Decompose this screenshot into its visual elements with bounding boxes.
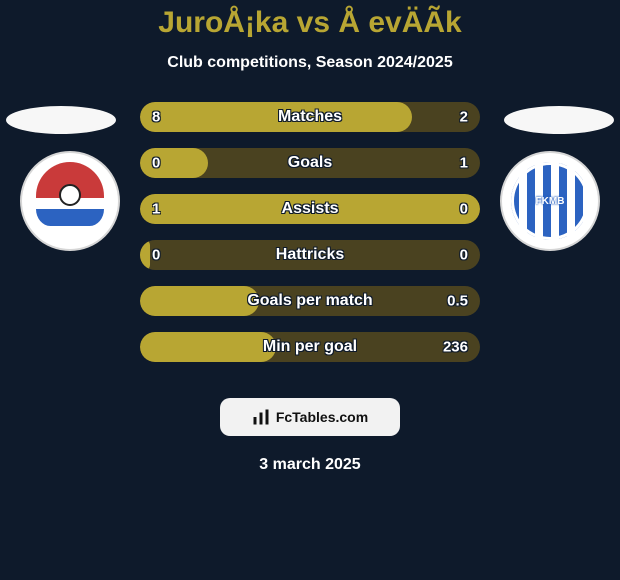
- stat-value-right: 236: [443, 339, 468, 356]
- stat-value-right: 0: [460, 201, 468, 218]
- stat-label: Goals per match: [247, 292, 372, 310]
- stat-fill: [140, 240, 150, 270]
- chart-icon: [252, 408, 270, 426]
- stat-row: 0 Goals 1: [140, 148, 480, 178]
- stat-row: 8 Matches 2: [140, 102, 480, 132]
- stat-row: 1 Assists 0: [140, 194, 480, 224]
- crest-right-icon: FKMB: [511, 162, 589, 240]
- stat-row: 0 Hattricks 0: [140, 240, 480, 270]
- stat-label: Matches: [278, 108, 342, 126]
- stat-row: Min per goal 236: [140, 332, 480, 362]
- brand-badge[interactable]: FcTables.com: [220, 398, 400, 436]
- shadow-ellipse-left: [6, 106, 116, 134]
- stat-value-left: 0: [152, 155, 160, 172]
- stat-value-left: 1: [152, 201, 160, 218]
- stat-value-left: 8: [152, 109, 160, 126]
- stat-fill: [140, 332, 276, 362]
- stats-bars: 8 Matches 2 0 Goals 1 1 Assists 0 0 Hattricks 0 Goal…: [140, 102, 480, 378]
- stat-row: Goals per match 0.5: [140, 286, 480, 316]
- shadow-ellipse-right: [504, 106, 614, 134]
- stat-value-right: 1: [460, 155, 468, 172]
- brand-text: FcTables.com: [276, 409, 368, 425]
- club-badge-right: FKMB: [500, 151, 600, 251]
- stat-value-right: 0.5: [447, 293, 468, 310]
- stat-value-right: 0: [460, 247, 468, 264]
- stat-label: Goals: [288, 154, 332, 172]
- stat-fill: [140, 102, 412, 132]
- stat-fill: [140, 148, 208, 178]
- stat-value-left: 0: [152, 247, 160, 264]
- snapshot-date: 3 march 2025: [0, 456, 620, 474]
- stats-arena: FKMB 8 Matches 2 0 Goals 1 1 Assists 0 0 Hattricks…: [0, 96, 620, 396]
- page-title: JuroÅ¡ka vs Å evÄÃ­k: [0, 6, 620, 40]
- club-badge-left: [20, 151, 120, 251]
- crest-left-icon: [36, 162, 104, 240]
- stat-label: Hattricks: [276, 246, 344, 264]
- stat-fill: [140, 286, 259, 316]
- page-subtitle: Club competitions, Season 2024/2025: [0, 54, 620, 72]
- stat-label: Min per goal: [263, 338, 357, 356]
- stat-value-right: 2: [460, 109, 468, 126]
- stat-label: Assists: [282, 200, 339, 218]
- comparison-card: JuroÅ¡ka vs Å evÄÃ­k Club competitions, …: [0, 0, 620, 580]
- club-right-abbr: FKMB: [536, 196, 565, 207]
